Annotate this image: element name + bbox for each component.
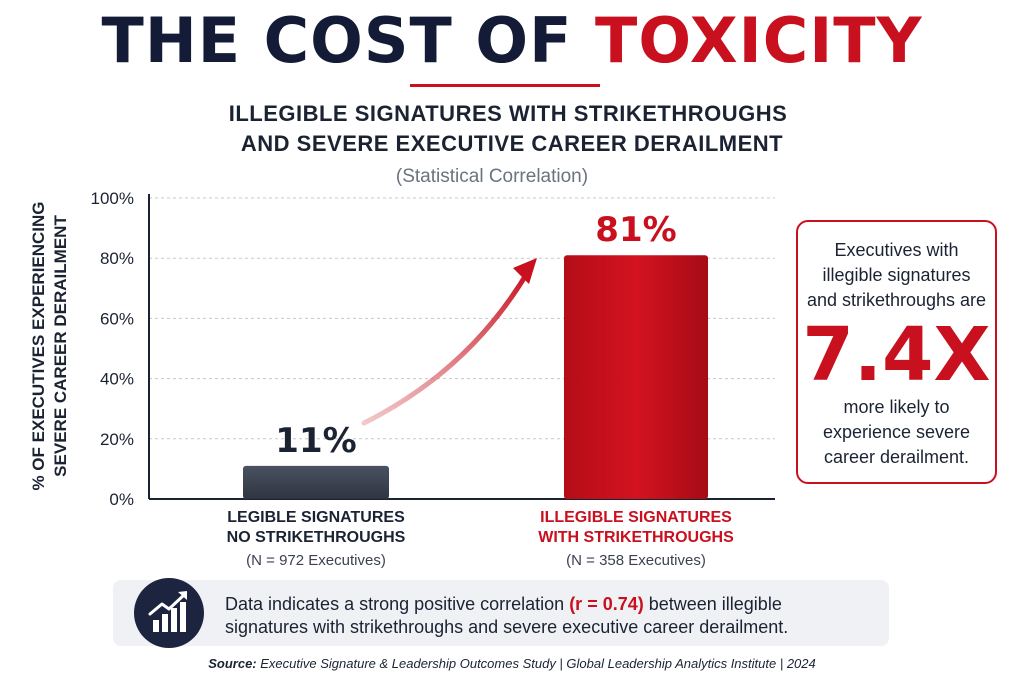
category-label-line-1: LEGIBLE SIGNATURES bbox=[227, 509, 405, 526]
bar-data-label: 81% bbox=[595, 210, 676, 250]
callout-line: Executives with bbox=[834, 240, 959, 260]
correlation-info-box: Data indicates a strong positive correla… bbox=[113, 578, 889, 648]
source-citation: Source: Executive Signature & Leadership… bbox=[0, 656, 1024, 671]
y-tick-label: 40% bbox=[100, 370, 134, 389]
chart-note: (Statistical Correlation) bbox=[395, 166, 589, 187]
category-sample-size: (N = 358 Executives) bbox=[566, 552, 706, 569]
subtitle-line-1: ILLEGIBLE SIGNATURES WITH STRIKETHROUGHS bbox=[228, 101, 788, 126]
callout-line: experience severe bbox=[822, 422, 971, 442]
callout-line: illegible signatures bbox=[822, 265, 971, 285]
callout-multiplier: 7.4X bbox=[802, 312, 991, 398]
title-main: THE COST OF bbox=[101, 4, 573, 77]
y-tick-label: 20% bbox=[100, 430, 134, 449]
callout-top-text: Executives with illegible signatures and… bbox=[798, 238, 995, 313]
msg-before: Data indicates a strong positive correla… bbox=[225, 594, 570, 614]
title-underline bbox=[410, 84, 600, 87]
bar bbox=[564, 255, 708, 499]
category-label-line-2: WITH STRIKETHROUGHS bbox=[538, 529, 734, 546]
msg-after: between illegible signatures with strike… bbox=[225, 594, 789, 637]
category-sample-size: (N = 972 Executives) bbox=[246, 552, 386, 569]
subtitle-line-2: AND SEVERE EXECUTIVE CAREER DERAILMENT bbox=[240, 131, 784, 156]
source-text: Executive Signature & Leadership Outcome… bbox=[260, 656, 816, 671]
y-axis-label-line-1: % OF EXECUTIVES EXPERIENCING bbox=[29, 201, 48, 490]
bar-data-label: 11% bbox=[275, 421, 356, 461]
category-label-line-1: ILLEGIBLE SIGNATURES bbox=[540, 509, 732, 526]
category-label-line-2: NO STRIKETHROUGHS bbox=[227, 529, 406, 546]
bar bbox=[243, 465, 389, 499]
growth-arrow-head bbox=[513, 258, 537, 284]
multiplier-callout: Executives with illegible signatures and… bbox=[796, 220, 997, 484]
source-label: Source: bbox=[208, 656, 257, 671]
page-title: THE COST OF TOXICITY bbox=[0, 4, 1024, 77]
y-tick-label: 60% bbox=[100, 309, 134, 328]
callout-line: career derailment. bbox=[823, 447, 970, 467]
callout-line: more likely to bbox=[843, 397, 950, 417]
y-tick-label: 100% bbox=[91, 189, 134, 208]
correlation-message: Data indicates a strong positive correla… bbox=[225, 593, 865, 639]
y-tick-label: 80% bbox=[100, 249, 134, 268]
callout-line: and strikethroughs are bbox=[806, 290, 987, 310]
title-accent: TOXICITY bbox=[595, 4, 923, 77]
callout-bottom-text: more likely to experience severe career … bbox=[798, 395, 995, 470]
y-axis-label-line-2: SEVERE CAREER DERAILMENT bbox=[51, 215, 70, 477]
correlation-value: (r = 0.74) bbox=[569, 594, 644, 614]
growth-chart-icon bbox=[134, 578, 204, 648]
growth-arrow-line bbox=[361, 267, 532, 426]
y-tick-label: 0% bbox=[109, 490, 134, 509]
